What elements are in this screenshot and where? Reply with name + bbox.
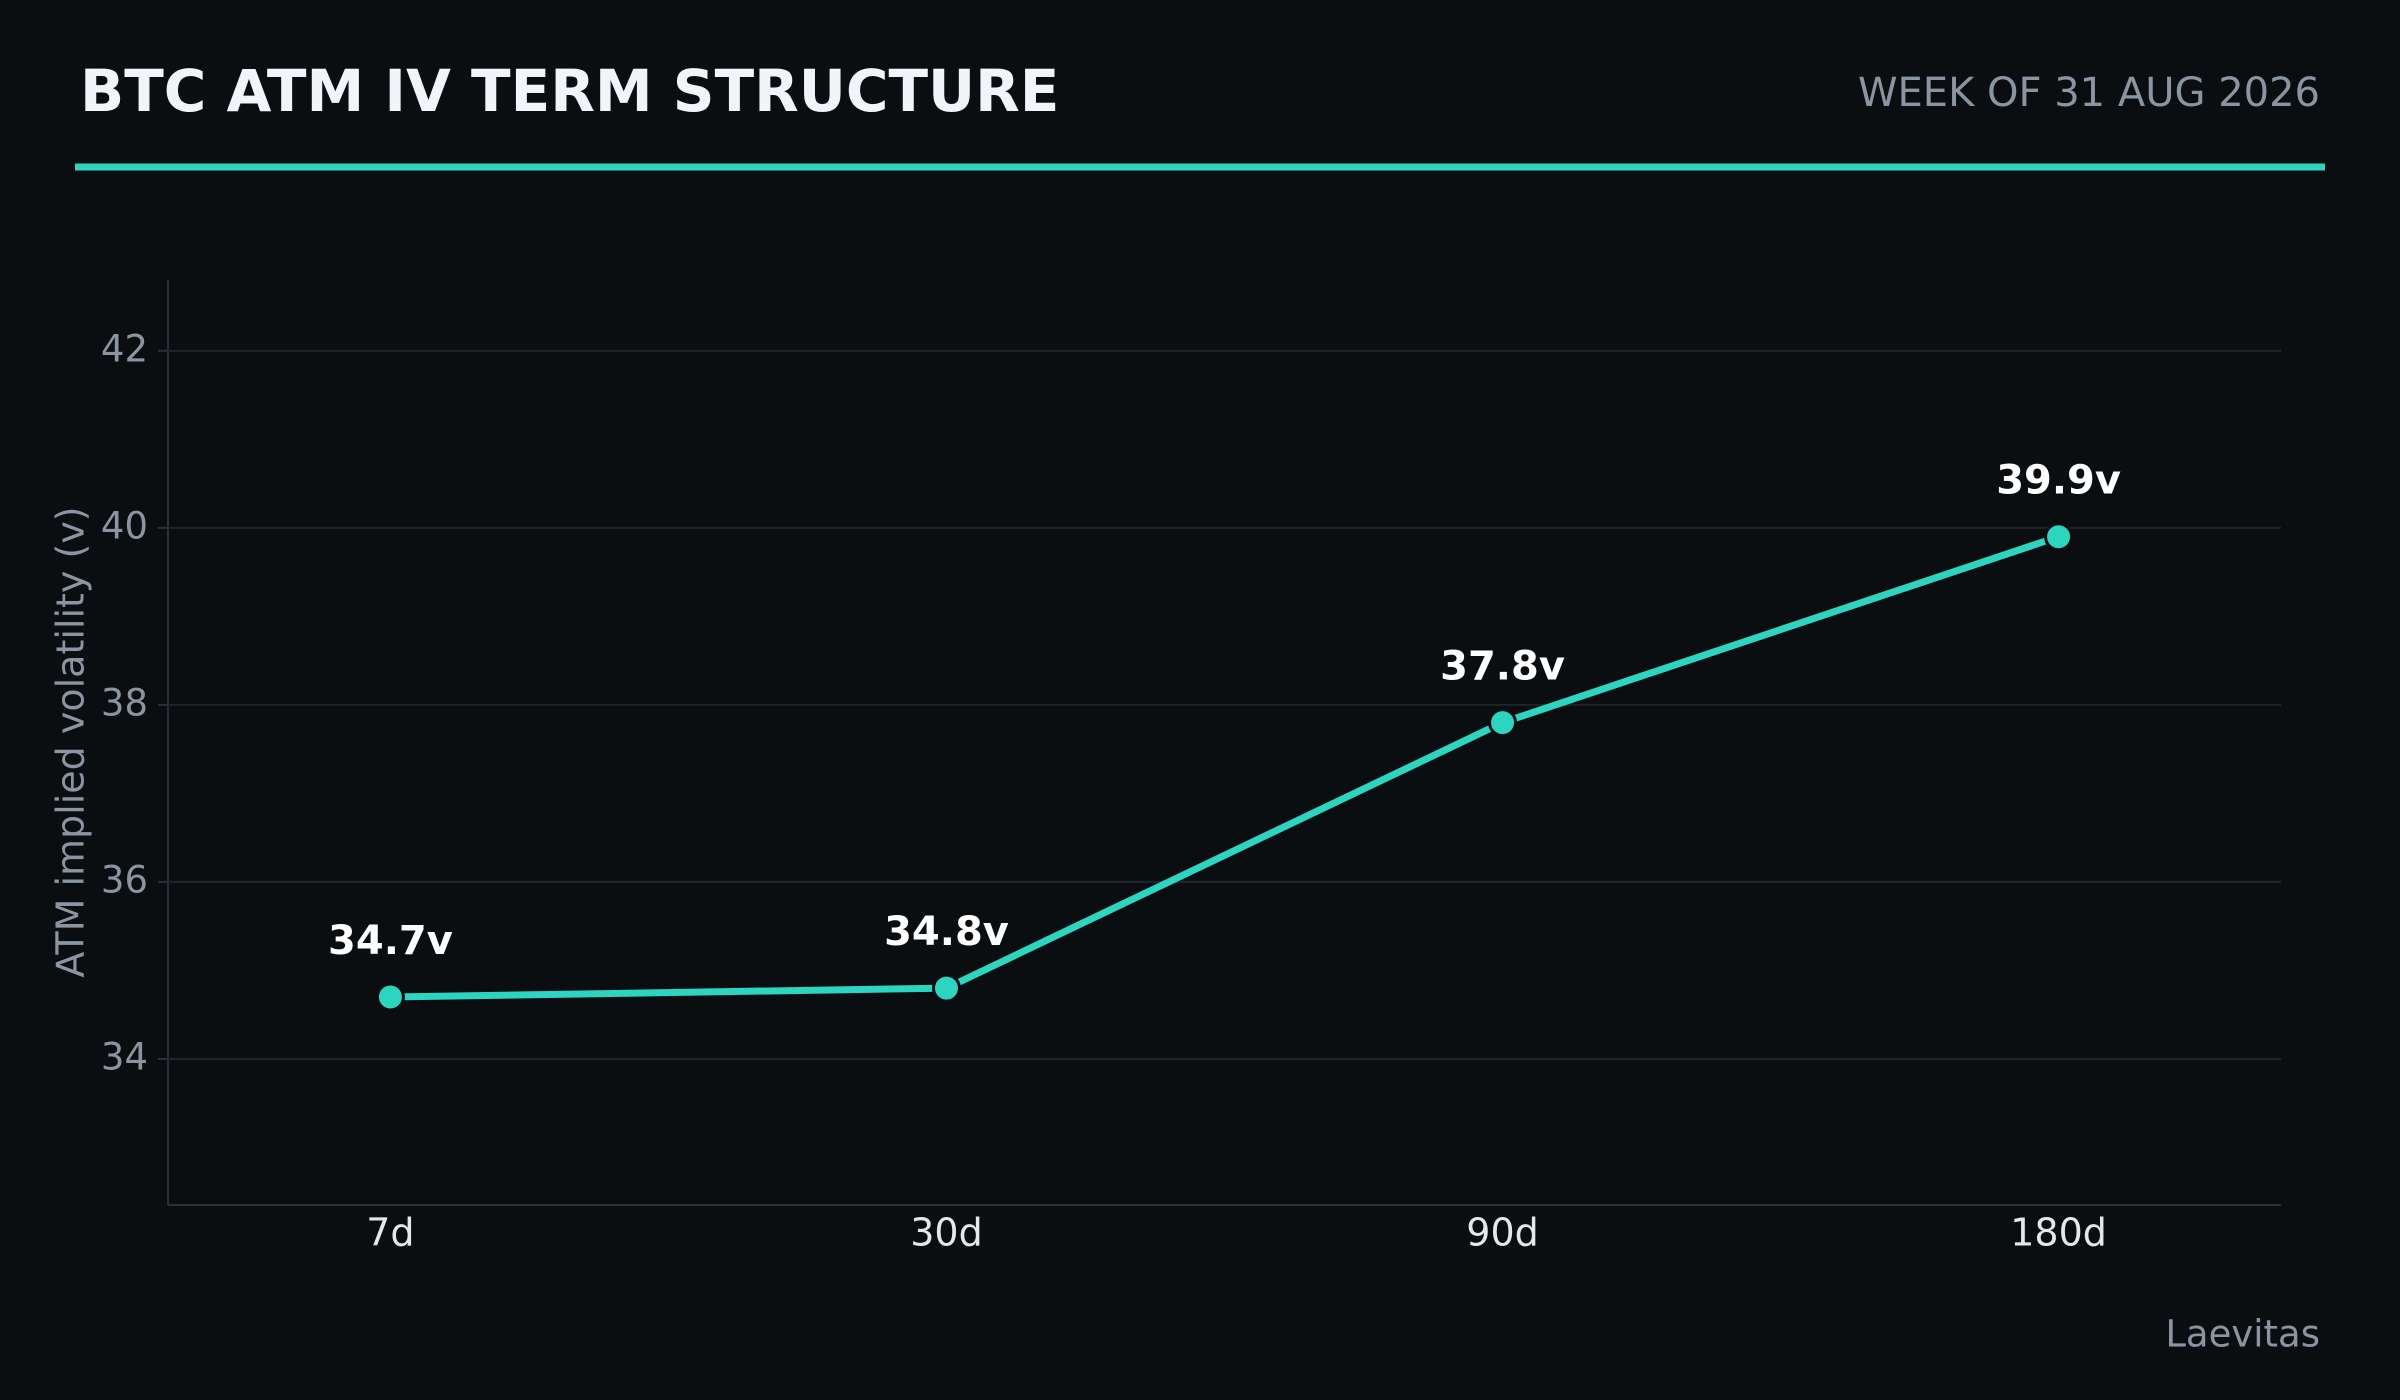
chart-subtitle: WEEK OF 31 AUG 2026 [1858, 70, 2320, 116]
point [931, 973, 961, 1003]
source: Laevitas [2165, 1313, 2320, 1356]
data-label: 39.9v [1996, 458, 2121, 504]
x-tick-label: 180d [2010, 1211, 2107, 1255]
x-tick-label: 30d [910, 1211, 982, 1255]
line [390, 533, 2060, 1001]
data-label: 34.8v [884, 909, 1009, 955]
point [1488, 708, 1518, 738]
data-label: 37.8v [1440, 644, 1565, 690]
y-axis-label: ATM implied volatility (v) [49, 506, 93, 977]
x-tick-label: 90d [1466, 1211, 1538, 1255]
y-tick-label: 34 [101, 1035, 148, 1078]
data-label: 34.7v [328, 918, 453, 964]
y-tick-label: 40 [101, 504, 148, 547]
y-tick-label: 42 [101, 327, 148, 370]
x-tick-label: 7d [366, 1211, 414, 1255]
point [2044, 522, 2074, 552]
point [375, 982, 405, 1012]
y-tick-label: 36 [101, 858, 148, 901]
chart-title: BTC ATM IV TERM STRUCTURE [80, 57, 1059, 125]
y-tick-label: 38 [101, 681, 148, 724]
